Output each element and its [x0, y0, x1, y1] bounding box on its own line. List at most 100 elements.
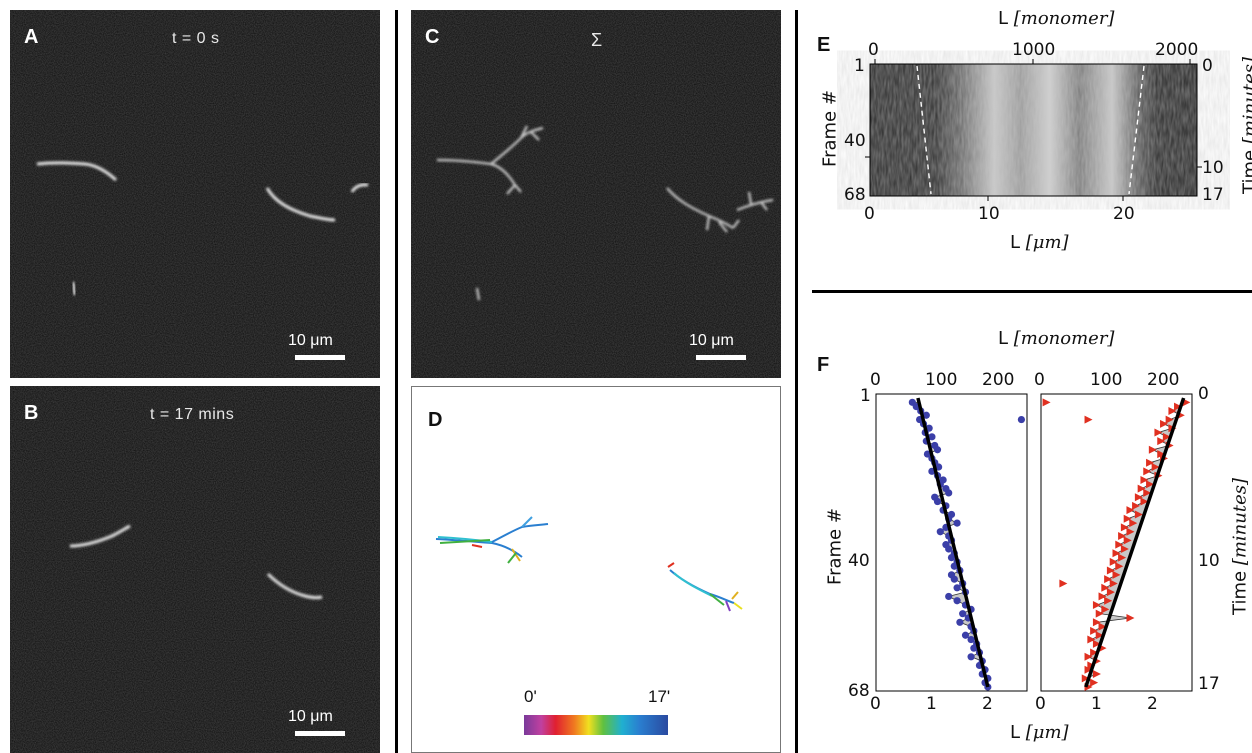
colorbar-end-label: 17' — [648, 687, 671, 706]
vertical-divider-right — [795, 10, 798, 753]
panel-f: F L [monomer] 0 100 200 0 100 200 1 40 6… — [800, 296, 1252, 753]
f-data-point — [1146, 458, 1155, 467]
panel-f-right-axis-prefix: Time — [1229, 565, 1251, 615]
panel-e-bottom-tick-1: 10 — [978, 204, 1000, 224]
f-data-point — [1118, 532, 1127, 541]
panel-e-left-axis-title: Frame # — [819, 90, 841, 167]
panel-e-label: E — [817, 34, 831, 56]
f-data-point — [1104, 575, 1113, 584]
panel-e-top-tick-2: 2000 — [1155, 40, 1199, 60]
panel-a-micrograph — [10, 10, 380, 378]
panel-f-right-axis-title: Time [minutes] — [1230, 467, 1251, 627]
f-data-point — [947, 553, 956, 562]
panel-e-top-axis-title: L [monomer] — [998, 8, 1114, 29]
f-data-point — [1084, 415, 1093, 424]
panel-f-right-tick-0: 0 — [1198, 384, 1209, 404]
panel-f-top-tick-r2: 200 — [1147, 370, 1180, 390]
panel-f-right-tick-1: 10 — [1198, 551, 1220, 571]
f-data-point — [1140, 475, 1149, 484]
panel-f-top-axis-prefix: L — [998, 328, 1014, 349]
panel-f-bottom-tick-l1: 1 — [926, 694, 937, 714]
f-data-point — [1118, 553, 1127, 562]
f-data-point — [1123, 536, 1132, 545]
panel-e-top-tick-0: 0 — [868, 40, 879, 60]
f-data-point — [933, 497, 942, 506]
f-data-point — [936, 528, 944, 536]
panel-a-label: A — [24, 26, 39, 48]
f-data-point — [953, 519, 961, 527]
panel-e-bottom-axis-title: L [μm] — [1010, 232, 1069, 253]
panel-a: A t = 0 s 10 μm — [10, 10, 380, 378]
f-data-point — [1092, 618, 1101, 627]
panel-b: B t = 17 mins 10 μm — [10, 386, 380, 753]
panel-f-top-tick-r1: 100 — [1090, 370, 1123, 390]
colorbar-start-label: 0' — [524, 687, 537, 706]
panel-f-top-tick-r0: 0 — [1034, 370, 1045, 390]
f-fit-line-1 — [1084, 397, 1186, 688]
f-data-point — [1120, 523, 1129, 532]
f-data-point — [928, 433, 936, 441]
panel-f-bottom-tick-r2: 2 — [1147, 694, 1158, 714]
f-data-point — [1148, 445, 1157, 454]
panel-f-right-axis-unit: [minutes] — [1229, 478, 1251, 566]
panel-e-bottom-tick-0: 0 — [864, 204, 875, 224]
f-data-point — [1042, 398, 1051, 407]
f-data-point — [959, 610, 967, 618]
f-data-point — [1115, 562, 1124, 571]
f-data-point — [1090, 626, 1099, 635]
panel-d-label: D — [428, 409, 443, 431]
panel-e-right-tick-0: 0 — [1202, 56, 1213, 76]
f-data-point — [961, 631, 970, 639]
panel-d: D — [411, 386, 781, 753]
panel-f-bottom-tick-l2: 2 — [982, 694, 993, 714]
panel-f-bottom-tick-l0: 0 — [870, 694, 881, 714]
panel-f-bottom-axis-title: L [μm] — [1010, 722, 1069, 743]
panel-f-top-tick-l1: 100 — [925, 370, 958, 390]
panel-f-top-tick-l2: 200 — [982, 370, 1015, 390]
f-data-point — [1157, 450, 1166, 459]
panel-b-scale-text: 10 μm — [288, 708, 333, 725]
panel-f-right-tick-2: 17 — [1198, 674, 1220, 694]
panel-e: E L [monomer] — [800, 0, 1252, 285]
panel-f-top-axis-title: L [monomer] — [998, 328, 1114, 349]
f-data-point — [1084, 665, 1093, 674]
panel-b-scale-bar — [295, 731, 345, 736]
panel-f-left-axis-title: Frame # — [824, 508, 846, 585]
f-data-point — [1129, 519, 1138, 528]
panel-f-bottom-axis-prefix: L — [1010, 722, 1026, 743]
panel-e-right-tick-2: 17 — [1202, 185, 1224, 205]
f-data-point — [1165, 415, 1174, 424]
panel-c-sum: Σ — [591, 30, 603, 50]
f-data-point — [1098, 622, 1107, 631]
f-data-point — [953, 597, 961, 605]
f-data-point — [945, 489, 953, 497]
panel-a-scale-text: 10 μm — [288, 332, 333, 349]
panel-e-bottom-axis-unit: [μm] — [1025, 232, 1069, 253]
f-data-point — [1126, 527, 1135, 536]
f-data-point — [1092, 601, 1101, 610]
f-data-point — [1112, 570, 1121, 579]
f-data-point — [933, 446, 942, 454]
f-data-point — [1174, 402, 1183, 411]
f-data-point — [1157, 437, 1166, 446]
panel-e-right-axis-prefix: Time — [1239, 149, 1252, 194]
f-data-point — [1106, 588, 1115, 597]
panel-f-left-tick-1: 40 — [848, 551, 870, 571]
panel-f-bottom-tick-r1: 1 — [1091, 694, 1102, 714]
f-data-point — [1092, 639, 1101, 648]
panel-f-top-tick-l0: 0 — [870, 370, 881, 390]
panel-e-right-axis-unit: [minutes] — [1239, 57, 1252, 145]
panel-e-right-tick-1: 10 — [1202, 158, 1224, 178]
panel-e-top-axis-unit: [monomer] — [1013, 8, 1115, 29]
f-data-point — [1143, 467, 1152, 476]
f-data-point — [956, 618, 964, 626]
panel-c-label: C — [425, 26, 440, 48]
panel-f-left-tick-2: 68 — [848, 681, 870, 701]
panel-c-micrograph — [411, 10, 781, 378]
f-data-point — [1087, 635, 1096, 644]
f-data-point — [1059, 579, 1068, 588]
f-data-point — [1109, 579, 1118, 588]
panel-f-top-axis-unit: [monomer] — [1013, 328, 1115, 349]
f-data-point — [1081, 674, 1090, 683]
panel-e-top-tick-1: 1000 — [1012, 40, 1056, 60]
